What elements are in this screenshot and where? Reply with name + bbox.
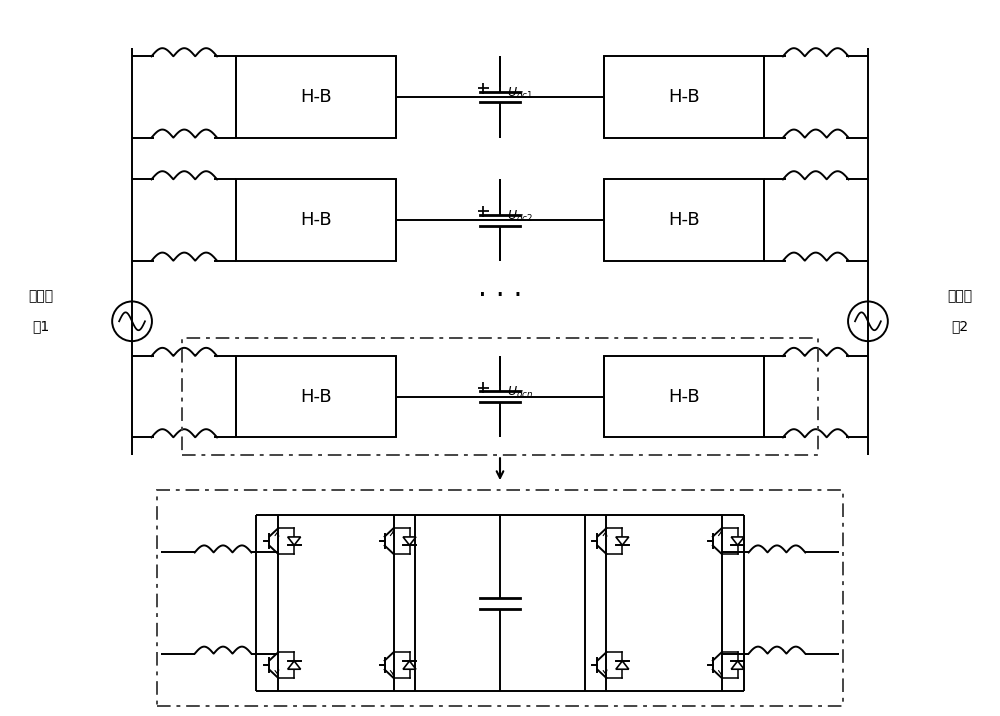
Polygon shape: [616, 661, 629, 669]
Polygon shape: [288, 661, 301, 669]
Text: 交流系: 交流系: [947, 289, 972, 304]
Bar: [157, 490, 843, 706]
Text: H-B: H-B: [300, 211, 332, 229]
Polygon shape: [616, 537, 629, 545]
Text: H-B: H-B: [300, 88, 332, 106]
Text: 统1: 统1: [32, 319, 49, 333]
Text: · · ·: · · ·: [478, 283, 522, 311]
Text: $U_{dc1}$: $U_{dc1}$: [507, 85, 533, 101]
Bar: [236, 57, 396, 137]
Polygon shape: [403, 661, 416, 669]
Text: H-B: H-B: [300, 387, 332, 406]
Polygon shape: [288, 537, 301, 545]
Bar: [604, 356, 764, 437]
Text: H-B: H-B: [668, 387, 700, 406]
Text: $U_{dcn}$: $U_{dcn}$: [507, 385, 533, 400]
Polygon shape: [403, 537, 416, 545]
Polygon shape: [731, 661, 744, 669]
Text: $U_{dc2}$: $U_{dc2}$: [507, 208, 533, 223]
Text: H-B: H-B: [668, 211, 700, 229]
Text: 交流系: 交流系: [28, 289, 53, 304]
Bar: [182, 338, 818, 455]
Bar: [604, 57, 764, 137]
Text: 统2: 统2: [951, 319, 968, 333]
Polygon shape: [731, 537, 744, 545]
Bar: [604, 180, 764, 261]
Text: H-B: H-B: [668, 88, 700, 106]
Bar: [236, 180, 396, 261]
Bar: [236, 356, 396, 437]
